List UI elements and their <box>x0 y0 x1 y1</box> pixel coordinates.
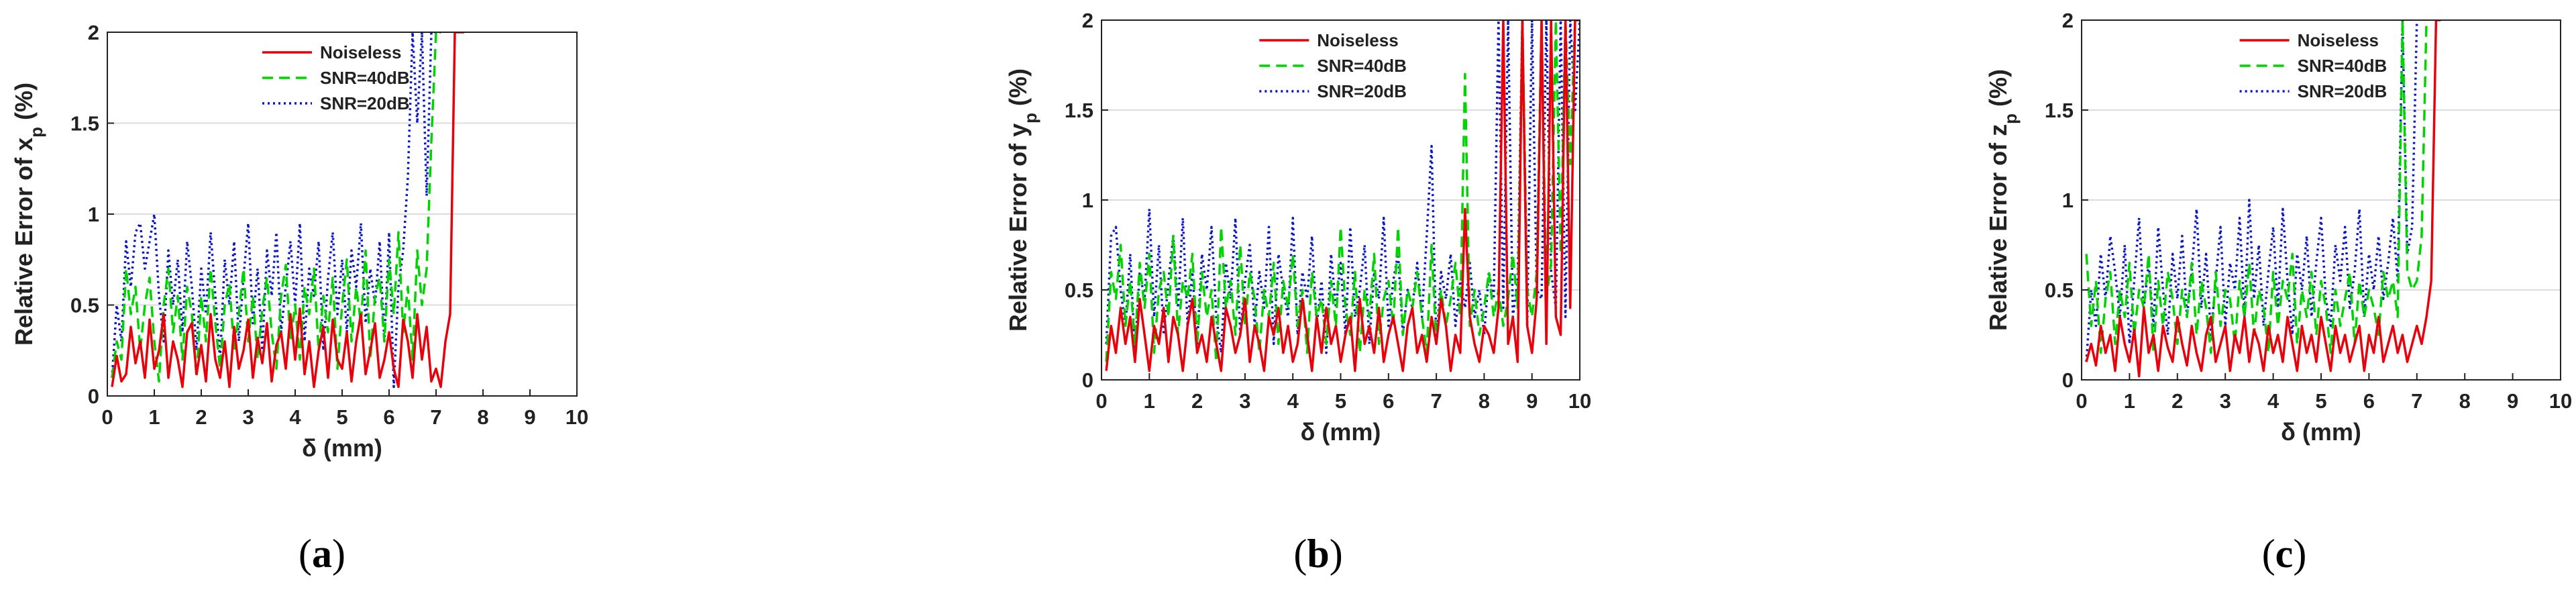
chart-b-legend: Noiseless SNR=40dB SNR=20dB <box>1259 30 1407 101</box>
chart-c-legend-label-snr-40db: SNR=40dB <box>2298 56 2387 76</box>
chart-a-xtick-label-7: 7 <box>430 405 441 429</box>
caption-c: (c) <box>2262 532 2307 576</box>
chart-b-series-snr-40db-line <box>1105 20 1580 363</box>
chart-c-xtick-label-7: 7 <box>2411 389 2422 413</box>
chart-b-xtick-label-3: 3 <box>1239 389 1250 413</box>
caption-a: (a) <box>299 532 345 576</box>
chart-b-ytick-label-2: 1 <box>1082 189 1093 212</box>
chart-a-xtick-label-0: 0 <box>101 405 113 429</box>
chart-b-legend-label-noiseless: Noiseless <box>1317 30 1398 50</box>
chart-b-y-axis-label-unit: (%) <box>1004 68 1032 113</box>
caption-b: (b) <box>1293 532 1342 576</box>
chart-a-series-snr-40db-line <box>111 32 437 383</box>
chart-c-xtick-label-4: 4 <box>2267 389 2279 413</box>
chart-a-x-axis-label: δ (mm) <box>302 434 382 462</box>
chart-a-ytick-label-0: 0 <box>88 385 99 408</box>
caption-c-letter: c <box>2275 532 2294 576</box>
chart-a-ytick-label-4: 2 <box>88 21 99 44</box>
chart-b-y-axis-label-main: Relative Error of y <box>1004 123 1032 332</box>
chart-c-y-axis-label: Relative Error of zp (%) <box>1984 69 2021 331</box>
chart-c-x-axis-label: δ (mm) <box>2281 418 2361 446</box>
chart-c-series-noiseless-line <box>2085 20 2441 378</box>
chart-b-xtick-label-8: 8 <box>1479 389 1490 413</box>
chart-a-y-axis-label-unit: (%) <box>10 83 38 127</box>
chart-c-xtick-label-1: 1 <box>2124 389 2135 413</box>
chart-b-legend-label-snr-40db: SNR=40dB <box>1317 56 1407 76</box>
chart-c-series <box>2085 20 2441 378</box>
chart-a-xtick-label-9: 9 <box>524 405 535 429</box>
chart-c: 0 0.5 1 1.5 2 0 1 2 3 4 5 6 7 8 9 10 δ (mm) Relative Er… <box>1984 9 2572 446</box>
chart-c-xtick-label-10: 10 <box>2549 389 2572 413</box>
chart-a-legend-label-noiseless: Noiseless <box>320 42 401 62</box>
chart-b-xtick-label-9: 9 <box>1526 389 1538 413</box>
chart-a-xtick-label-2: 2 <box>195 405 207 429</box>
chart-b-y-axis-label: Relative Error of yp (%) <box>1004 68 1040 332</box>
chart-b-xtick-label-4: 4 <box>1287 389 1299 413</box>
chart-c-xtick-label-8: 8 <box>2459 389 2471 413</box>
chart-a-legend-label-snr-20db: SNR=20dB <box>320 93 410 113</box>
chart-a-xtick-label-4: 4 <box>289 405 301 429</box>
chart-b-ticks: 0 0.5 1 1.5 2 0 1 2 3 4 5 6 7 8 9 10 <box>1065 9 1591 413</box>
chart-b-xtick-label-5: 5 <box>1335 389 1346 413</box>
chart-b-series <box>1105 20 1580 372</box>
chart-b-ytick-label-0: 0 <box>1082 368 1093 392</box>
chart-c-legend: Noiseless SNR=40dB SNR=20dB <box>2239 30 2387 101</box>
chart-b-xtick-label-2: 2 <box>1191 389 1203 413</box>
chart-b-xtick-label-6: 6 <box>1383 389 1394 413</box>
chart-b-ytick-label-4: 2 <box>1082 9 1093 32</box>
chart-a-xtick-label-1: 1 <box>148 405 160 429</box>
chart-a-y-axis-label-sub: p <box>26 127 46 138</box>
chart-b-ytick-label-1: 0.5 <box>1065 279 1093 302</box>
chart-c-ytick-label-1: 0.5 <box>2045 279 2074 302</box>
chart-b-xtick-label-7: 7 <box>1430 389 1442 413</box>
chart-a-legend: Noiseless SNR=40dB SNR=20dB <box>262 42 410 113</box>
chart-c-legend-label-noiseless: Noiseless <box>2298 30 2379 50</box>
chart-c-xtick-label-3: 3 <box>2220 389 2231 413</box>
chart-a-y-axis-label-main: Relative Error of x <box>10 138 38 346</box>
chart-c-y-axis-label-unit: (%) <box>1984 69 2012 113</box>
chart-a-legend-label-snr-40db: SNR=40dB <box>320 68 410 88</box>
chart-b-xtick-label-0: 0 <box>1095 389 1107 413</box>
chart-a: 0 0.5 1 1.5 2 0 1 2 3 4 5 6 7 8 9 10 δ (mm) Relative Er… <box>10 21 588 462</box>
chart-b-legend-label-snr-20db: SNR=20dB <box>1317 81 1407 101</box>
chart-a-ytick-label-2: 1 <box>88 203 99 226</box>
chart-b-x-axis-label: δ (mm) <box>1301 418 1381 446</box>
chart-a-ticks: 0 0.5 1 1.5 2 0 1 2 3 4 5 6 7 8 9 10 <box>70 21 588 429</box>
chart-a-xtick-label-10: 10 <box>566 405 588 429</box>
chart-c-legend-label-snr-20db: SNR=20dB <box>2298 81 2387 101</box>
chart-a-series-noiseless-line <box>111 32 464 389</box>
chart-c-ytick-label-0: 0 <box>2062 368 2074 392</box>
chart-a-y-axis-label: Relative Error of xp (%) <box>10 83 46 346</box>
chart-a-series <box>111 32 464 389</box>
chart-a-ytick-label-3: 1.5 <box>70 112 99 136</box>
chart-c-series-snr-40db-line <box>2085 20 2428 354</box>
caption-a-letter: a <box>312 532 332 576</box>
chart-c-grid <box>2082 109 2561 291</box>
chart-b-xtick-label-10: 10 <box>1568 389 1591 413</box>
chart-c-xtick-label-6: 6 <box>2363 389 2375 413</box>
chart-b: 0 0.5 1 1.5 2 0 1 2 3 4 5 6 7 8 9 10 δ (mm) Relative Er… <box>1004 9 1591 446</box>
chart-b-ytick-label-3: 1.5 <box>1065 99 1093 122</box>
chart-c-ytick-label-3: 1.5 <box>2045 99 2074 122</box>
chart-a-xtick-label-3: 3 <box>242 405 254 429</box>
chart-c-ytick-label-2: 1 <box>2062 189 2074 212</box>
chart-b-y-axis-label-sub: p <box>1020 113 1040 123</box>
chart-c-ytick-label-4: 2 <box>2062 9 2074 32</box>
chart-c-y-axis-label-main: Relative Error of z <box>1984 124 2012 331</box>
chart-a-xtick-label-8: 8 <box>477 405 488 429</box>
chart-c-y-axis-label-sub: p <box>2000 113 2021 124</box>
chart-c-ticks: 0 0.5 1 1.5 2 0 1 2 3 4 5 6 7 8 9 10 <box>2045 9 2572 413</box>
chart-b-series-noiseless-line <box>1105 20 1580 372</box>
chart-b-xtick-label-1: 1 <box>1144 389 1155 413</box>
caption-b-letter: b <box>1307 532 1329 576</box>
chart-a-ytick-label-1: 0.5 <box>70 294 99 317</box>
chart-c-xtick-label-5: 5 <box>2315 389 2326 413</box>
chart-c-xtick-label-9: 9 <box>2507 389 2518 413</box>
chart-a-xtick-label-5: 5 <box>336 405 347 429</box>
chart-c-xtick-label-0: 0 <box>2076 389 2087 413</box>
chart-c-xtick-label-2: 2 <box>2171 389 2183 413</box>
chart-a-xtick-label-6: 6 <box>383 405 394 429</box>
